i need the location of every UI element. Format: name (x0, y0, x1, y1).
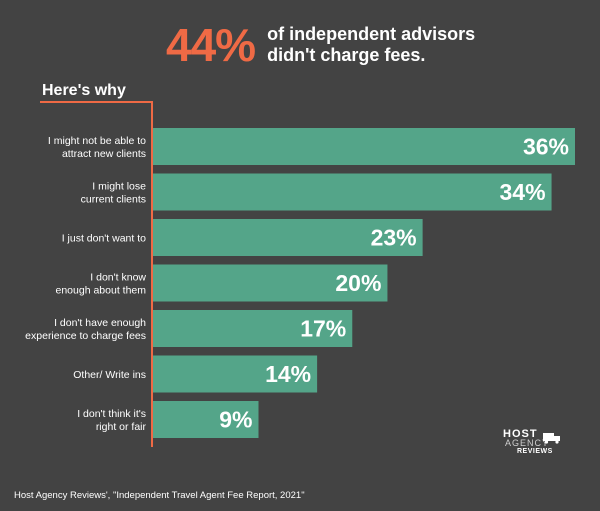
headline: 44% of independent advisors didn't charg… (166, 22, 507, 68)
bar (153, 219, 423, 256)
category-label: I might not be able to (48, 135, 146, 147)
category-label: enough about them (56, 285, 147, 297)
truck-icon (543, 433, 560, 444)
bar-value-label: 9% (219, 407, 252, 433)
category-label: right or fair (96, 421, 147, 433)
source-citation: Host Agency Reviews', "Independent Trave… (14, 490, 305, 501)
category-label: I don't think it's (77, 408, 146, 420)
logo-line-host: HOST (503, 428, 538, 440)
bar (153, 310, 353, 347)
category-label: experience to charge fees (25, 330, 146, 342)
category-label: I might lose (92, 181, 146, 193)
headline-text: of independent advisors didn't charge fe… (267, 24, 476, 65)
bar-value-label: 14% (265, 361, 311, 387)
bar-value-label: 20% (335, 270, 381, 296)
category-label: Other/ Write ins (73, 369, 146, 381)
bar-value-label: 36% (523, 134, 569, 160)
bar (153, 355, 318, 393)
host-agency-reviews-logo: HOST AGENCY REVIEWS (503, 428, 563, 458)
category-label: current clients (81, 194, 146, 206)
bar-value-label: 34% (500, 179, 546, 205)
bar (153, 128, 575, 165)
category-label: attract new clients (62, 148, 146, 160)
bar (153, 173, 552, 211)
category-label: I don't know (90, 272, 146, 284)
logo-line-reviews: REVIEWS (517, 448, 553, 455)
category-label: I don't have enough (54, 317, 146, 329)
bar-value-label: 17% (300, 316, 346, 342)
bar-value-label: 23% (371, 225, 417, 251)
category-label: I just don't want to (62, 233, 146, 245)
category-axis-line (151, 101, 153, 447)
chart-subtitle: Here's why (42, 82, 126, 99)
logo-line-agency: AGENCY (505, 438, 550, 448)
subtitle-underline (40, 101, 152, 103)
bar (153, 264, 388, 302)
bar (153, 401, 259, 438)
headline-percent: 44% (166, 19, 256, 71)
